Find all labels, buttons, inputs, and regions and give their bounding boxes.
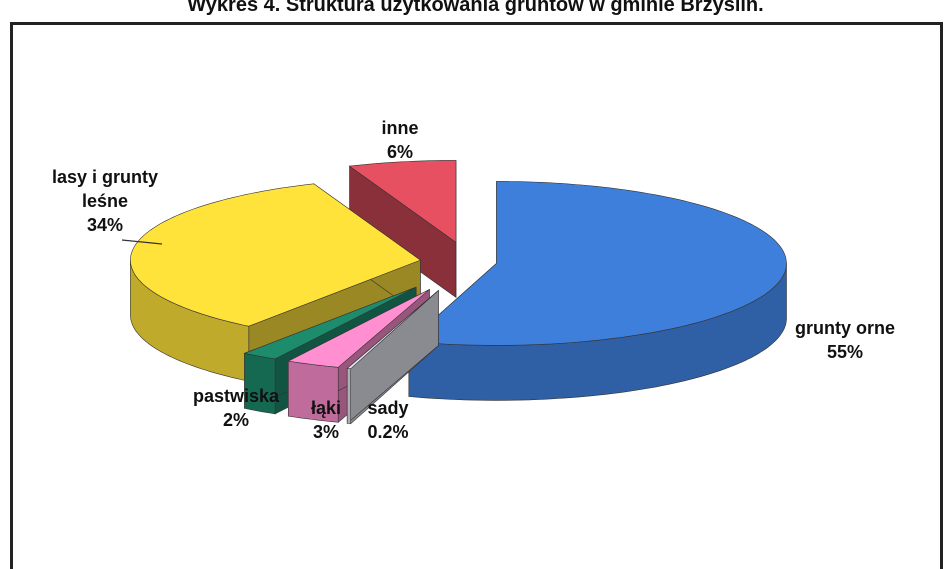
data-label: inne 6%: [381, 116, 418, 164]
value-label: 0.2%: [367, 422, 409, 442]
pie-slice: [348, 160, 457, 298]
pie-slice: [408, 181, 787, 401]
category-label: łąki: [310, 398, 342, 418]
value-label: 2%: [222, 410, 250, 430]
value-label: 3%: [312, 422, 339, 442]
slice-top: [346, 290, 439, 370]
slice-top: [408, 181, 787, 346]
value-label: 6%: [386, 142, 414, 162]
chart-title: Wykres 4. Struktura użytkowania gruntów …: [187, 0, 764, 16]
slice-top: [130, 183, 422, 327]
slice-top: [287, 289, 430, 368]
category-label: sady: [367, 398, 409, 418]
data-label: sady 0.2%: [363, 396, 413, 444]
slice-top: [243, 286, 417, 360]
category-label: pastwiska: [192, 386, 280, 406]
leader-line: [121, 239, 163, 245]
data-label: łąki 3%: [301, 396, 351, 444]
value-label: 55%: [826, 342, 864, 362]
category-label: inne: [381, 118, 419, 138]
data-label: grunty orne 55%: [795, 316, 895, 364]
slice-top: [348, 160, 457, 243]
value-label: 34%: [86, 215, 124, 235]
data-label: pastwiska 2%: [193, 384, 279, 432]
category-label: grunty orne: [794, 318, 896, 338]
data-label: lasy i grunty leśne 34%: [30, 165, 180, 237]
pie-slice: [346, 289, 439, 425]
chart-frame: [10, 22, 943, 569]
category-label: lasy i grunty leśne: [51, 167, 159, 211]
